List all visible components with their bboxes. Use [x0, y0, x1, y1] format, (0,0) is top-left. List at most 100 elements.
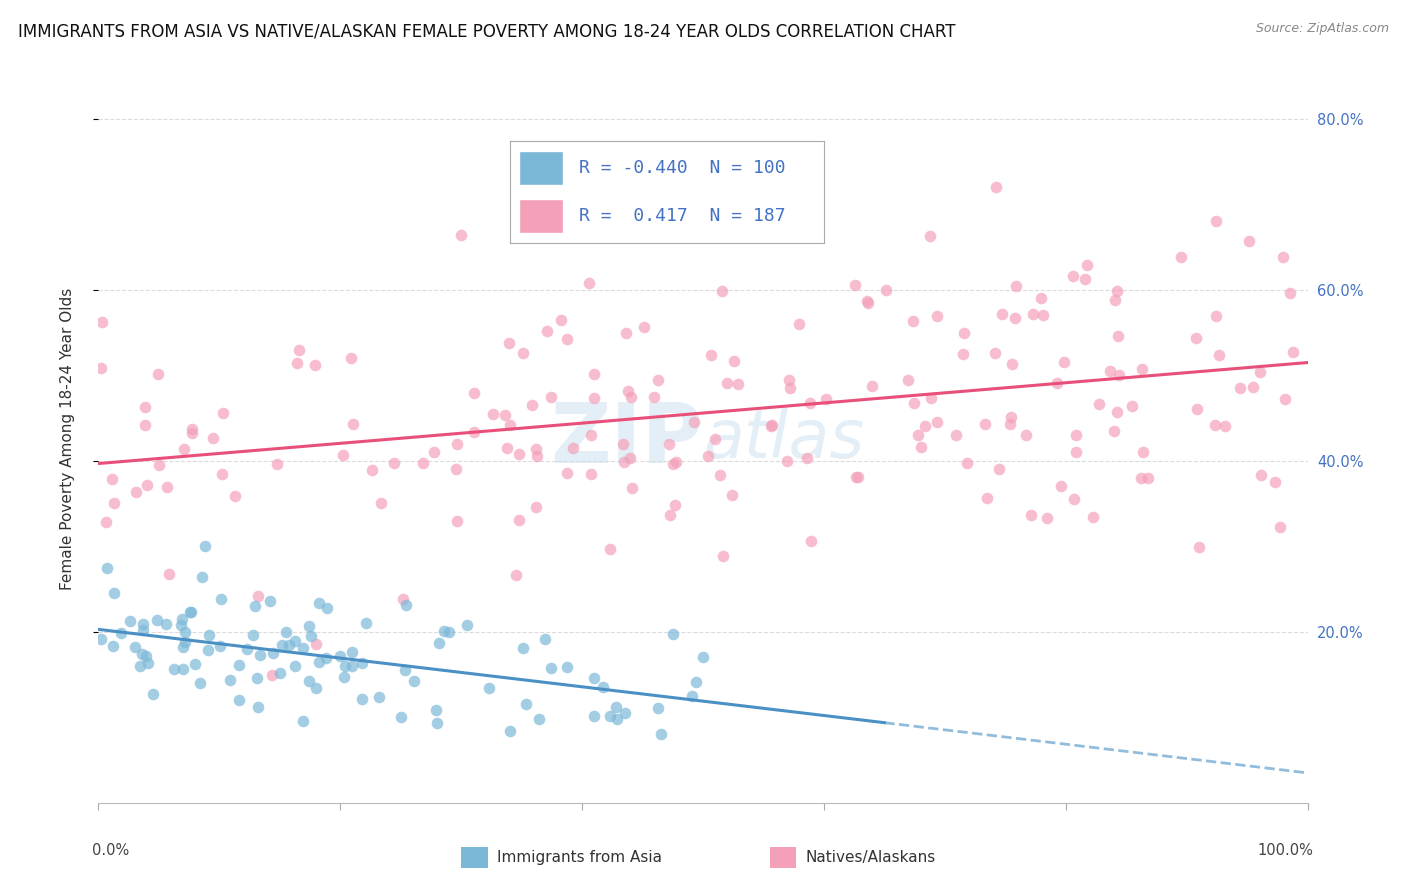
- Point: [315, 651, 337, 665]
- Bar: [461, 847, 488, 868]
- Point: [988, 462, 1011, 476]
- Point: [163, 662, 186, 676]
- Point: [508, 513, 530, 527]
- Point: [984, 180, 1007, 194]
- Point: [96, 561, 118, 575]
- Point: [592, 680, 614, 694]
- Point: [984, 346, 1007, 360]
- Point: [135, 648, 157, 663]
- Point: [90, 632, 112, 646]
- Point: [534, 632, 557, 646]
- Point: [299, 629, 322, 643]
- Point: [134, 400, 156, 414]
- Point: [692, 650, 714, 665]
- Point: [427, 636, 450, 650]
- Point: [354, 615, 377, 630]
- Point: [422, 445, 444, 459]
- Point: [446, 514, 468, 528]
- Point: [284, 659, 307, 673]
- Point: [101, 471, 124, 485]
- Point: [540, 661, 562, 675]
- Point: [304, 358, 326, 372]
- Point: [512, 215, 534, 229]
- Point: [179, 605, 201, 619]
- Point: [211, 467, 233, 482]
- Point: [727, 376, 749, 391]
- Point: [209, 591, 232, 606]
- Point: [131, 647, 153, 661]
- Point: [860, 379, 883, 393]
- Point: [1076, 258, 1098, 272]
- Point: [495, 442, 517, 456]
- Point: [242, 628, 264, 642]
- Point: [796, 450, 818, 465]
- Point: [1282, 344, 1305, 359]
- Point: [800, 533, 823, 548]
- Point: [315, 600, 337, 615]
- Point: [914, 418, 936, 433]
- Point: [333, 659, 356, 673]
- Point: [1204, 417, 1226, 432]
- Point: [463, 385, 485, 400]
- Point: [599, 709, 621, 723]
- Text: Immigrants from Asia: Immigrants from Asia: [498, 850, 662, 865]
- Point: [450, 227, 472, 242]
- Point: [697, 450, 720, 464]
- Point: [157, 566, 180, 581]
- Point: [662, 458, 685, 472]
- Point: [197, 643, 219, 657]
- Point: [456, 617, 478, 632]
- Point: [224, 489, 246, 503]
- Point: [710, 284, 733, 298]
- Point: [340, 658, 363, 673]
- Point: [1001, 357, 1024, 371]
- Point: [173, 635, 195, 649]
- Text: ZIP: ZIP: [551, 399, 703, 480]
- Point: [202, 431, 225, 445]
- Point: [439, 624, 461, 639]
- Point: [1045, 376, 1067, 391]
- Point: [721, 488, 744, 502]
- Point: [433, 624, 456, 638]
- Point: [1137, 471, 1160, 485]
- Text: IMMIGRANTS FROM ASIA VS NATIVE/ALASKAN FEMALE POVERTY AMONG 18-24 YEAR OLDS CORR: IMMIGRANTS FROM ASIA VS NATIVE/ALASKAN F…: [18, 22, 956, 40]
- Point: [184, 657, 207, 671]
- Point: [903, 396, 925, 410]
- Point: [945, 427, 967, 442]
- Point: [1237, 234, 1260, 248]
- Point: [173, 442, 195, 456]
- Point: [1000, 417, 1022, 432]
- Point: [218, 673, 240, 688]
- Point: [515, 698, 537, 712]
- Point: [700, 348, 723, 362]
- Point: [1081, 509, 1104, 524]
- Point: [284, 633, 307, 648]
- Point: [382, 456, 405, 470]
- Point: [340, 351, 363, 366]
- Point: [897, 373, 920, 387]
- Point: [170, 612, 193, 626]
- Point: [120, 615, 142, 629]
- Point: [1105, 284, 1128, 298]
- Point: [142, 687, 165, 701]
- Point: [174, 625, 197, 640]
- Point: [925, 415, 948, 429]
- Point: [633, 320, 655, 334]
- Point: [136, 656, 159, 670]
- Point: [395, 598, 418, 612]
- Point: [274, 625, 297, 640]
- Point: [526, 449, 548, 463]
- Point: [342, 417, 364, 431]
- Point: [91, 315, 114, 329]
- Point: [991, 307, 1014, 321]
- Point: [1102, 424, 1125, 438]
- Point: [243, 599, 266, 613]
- Point: [305, 637, 328, 651]
- Point: [269, 665, 291, 680]
- Point: [110, 626, 132, 640]
- Point: [681, 689, 703, 703]
- Point: [259, 594, 281, 608]
- Point: [1132, 362, 1154, 376]
- Point: [172, 661, 194, 675]
- Point: [329, 649, 352, 664]
